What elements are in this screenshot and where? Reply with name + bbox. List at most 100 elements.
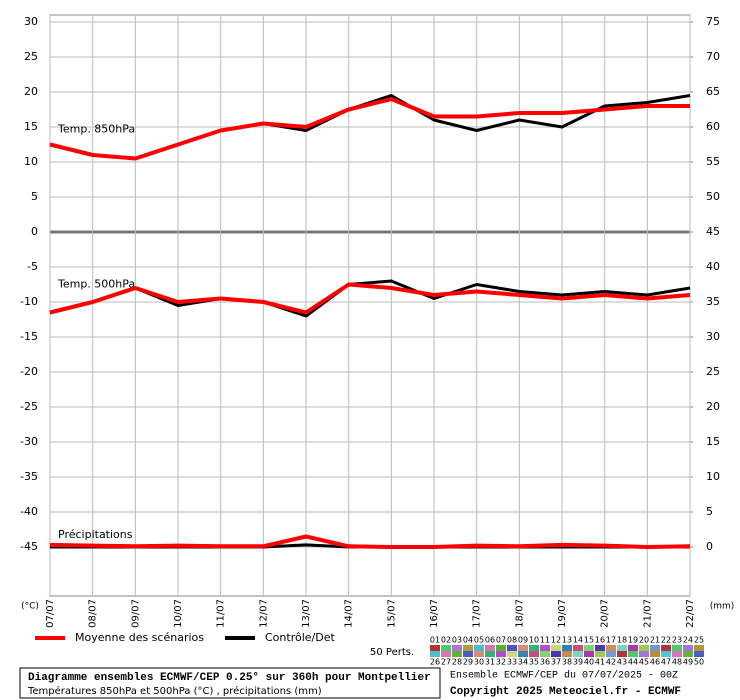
- footer-title: Diagramme ensembles ECMWF/CEP 0.25° sur …: [28, 672, 431, 684]
- member-swatch: [628, 645, 638, 651]
- member-swatch: [694, 645, 704, 651]
- x-tick-label: 12/07: [258, 599, 269, 628]
- x-tick-label: 19/07: [557, 599, 568, 628]
- member-swatch: [650, 645, 660, 651]
- y2-tick-label: 75: [706, 15, 720, 28]
- member-swatch: [672, 645, 682, 651]
- y2-tick-label: 0: [706, 540, 713, 553]
- member-swatch: [507, 651, 517, 657]
- member-swatch: [683, 645, 693, 651]
- member-swatch: [485, 645, 495, 651]
- member-swatch: [430, 645, 440, 651]
- y2-tick-label: 20: [706, 400, 720, 413]
- series-line: [49, 97, 690, 161]
- member-label: 16: [595, 636, 605, 645]
- member-label: 23: [672, 636, 682, 645]
- member-label: 38: [562, 658, 572, 667]
- run-info: Ensemble ECMWF/CEP du 07/07/2025 - 00Z: [450, 670, 678, 682]
- member-swatch: [551, 645, 561, 651]
- member-swatch: [650, 651, 660, 657]
- y-tick-label: 30: [24, 15, 38, 28]
- x-tick-label: 21/07: [642, 599, 653, 628]
- member-label: 49: [683, 658, 693, 667]
- member-swatch: [573, 651, 583, 657]
- member-swatch: [540, 651, 550, 657]
- member-swatch: [661, 645, 671, 651]
- y2-tick-label: 15: [706, 435, 720, 448]
- member-label: 40: [584, 658, 594, 667]
- member-label: 37: [551, 658, 561, 667]
- member-swatch: [606, 645, 616, 651]
- member-label: 27: [441, 658, 451, 667]
- member-swatch: [595, 651, 605, 657]
- panel-label: Précipitations: [58, 528, 133, 541]
- member-swatch: [463, 645, 473, 651]
- legend-label: Moyenne des scénarios: [75, 631, 204, 644]
- footer-subtitle: Températures 850hPa et 500hPa (°C) , pré…: [27, 685, 322, 697]
- member-swatch: [518, 651, 528, 657]
- member-swatch: [452, 651, 462, 657]
- member-label: 07: [496, 636, 506, 645]
- x-tick-label: 08/07: [88, 599, 99, 628]
- member-label: 01: [430, 636, 440, 645]
- y-tick-label: -15: [20, 330, 38, 343]
- y-tick-label: -45: [20, 540, 38, 553]
- member-label: 43: [617, 658, 627, 667]
- member-label: 24: [683, 636, 693, 645]
- member-swatch: [474, 651, 484, 657]
- member-swatch: [485, 651, 495, 657]
- member-label: 18: [617, 636, 627, 645]
- member-swatch: [562, 651, 572, 657]
- member-swatch: [441, 651, 451, 657]
- member-label: 06: [485, 636, 495, 645]
- member-swatch: [551, 651, 561, 657]
- member-swatch: [617, 645, 627, 651]
- x-tick-label: 16/07: [429, 599, 440, 628]
- member-swatch: [584, 645, 594, 651]
- y2-tick-label: 5: [706, 505, 713, 518]
- x-tick-label: 07/07: [45, 599, 56, 628]
- y-tick-label: 10: [24, 155, 38, 168]
- member-label: 33: [507, 658, 517, 667]
- member-swatch: [529, 651, 539, 657]
- member-swatch: [573, 645, 583, 651]
- series-line: [49, 534, 691, 549]
- member-swatch: [518, 645, 528, 651]
- member-label: 25: [694, 636, 704, 645]
- y-axis-label: (°C): [21, 602, 39, 612]
- member-swatch: [562, 645, 572, 651]
- member-swatch: [540, 645, 550, 651]
- member-swatch: [639, 651, 649, 657]
- member-label: 34: [518, 658, 528, 667]
- member-label: 45: [639, 658, 649, 667]
- member-label: 20: [639, 636, 649, 645]
- y2-tick-label: 25: [706, 365, 720, 378]
- member-label: 46: [650, 658, 660, 667]
- y2-tick-label: 30: [706, 330, 720, 343]
- member-label: 44: [628, 658, 638, 667]
- member-label: 28: [452, 658, 462, 667]
- y-tick-label: 25: [24, 50, 38, 63]
- member-label: 41: [595, 658, 605, 667]
- y2-tick-label: 10: [706, 470, 720, 483]
- y-tick-label: 20: [24, 85, 38, 98]
- member-label: 29: [463, 658, 473, 667]
- x-tick-label: 15/07: [386, 599, 397, 628]
- member-swatch: [584, 651, 594, 657]
- member-label: 15: [584, 636, 594, 645]
- member-label: 11: [540, 636, 550, 645]
- member-label: 39: [573, 658, 583, 667]
- y-tick-label: -5: [27, 260, 38, 273]
- series-line: [49, 282, 691, 315]
- member-label: 50: [694, 658, 704, 667]
- member-label: 47: [661, 658, 671, 667]
- y2-tick-label: 45: [706, 225, 720, 238]
- member-swatch: [496, 651, 506, 657]
- member-label: 13: [562, 636, 572, 645]
- y2-tick-label: 50: [706, 190, 720, 203]
- member-label: 14: [573, 636, 583, 645]
- member-swatch: [496, 645, 506, 651]
- x-tick-label: 09/07: [130, 599, 141, 628]
- member-swatch: [474, 645, 484, 651]
